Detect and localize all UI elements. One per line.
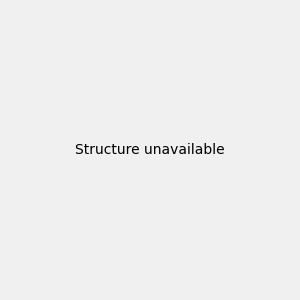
Text: Structure unavailable: Structure unavailable: [75, 143, 225, 157]
